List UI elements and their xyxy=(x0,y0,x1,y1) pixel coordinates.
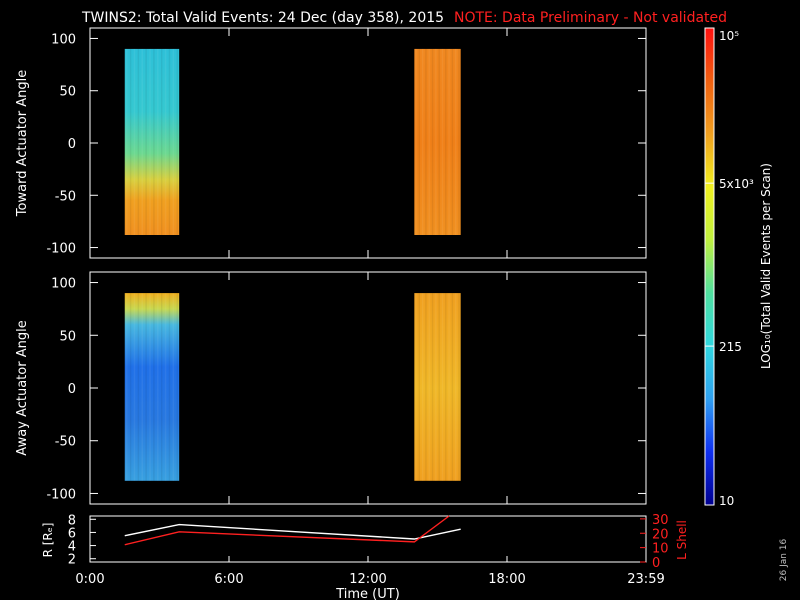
y-tick-label-right: 30 xyxy=(652,513,669,528)
panel-bottom-ylabel-left: R [Rₑ] xyxy=(41,523,55,558)
y-tick-label: -100 xyxy=(46,242,76,257)
panel-top-ylabel: Toward Actuator Angle xyxy=(15,70,30,217)
colorbar-tick-label: 10 xyxy=(719,494,734,508)
colorbar-gradient xyxy=(704,27,715,506)
panel-top: 100 50 0 -50 -100 Toward Actuator Angle xyxy=(15,27,647,259)
panel-middle-data xyxy=(124,293,461,481)
y-tick-label: 0 xyxy=(68,137,76,152)
y-tick-label: 50 xyxy=(59,85,76,100)
x-tick-label: 12:00 xyxy=(349,572,386,587)
heatmap-block-middle-1 xyxy=(414,293,461,481)
panel-top-axes: 100 50 0 -50 -100 xyxy=(46,28,647,258)
y-tick-label-right: 20 xyxy=(652,527,669,542)
colorbar-tick-label: 5x10³ xyxy=(719,177,754,191)
x-tick-label: 6:00 xyxy=(214,572,243,587)
colorbar: 10 215 5x10³ 10⁵ LOG₁₀(Total Valid Events p… xyxy=(704,27,773,508)
y-tick-label-right: 10 xyxy=(652,542,669,557)
y-tick-label: 100 xyxy=(51,277,76,292)
y-tick-label: -100 xyxy=(46,487,76,502)
panel-middle-ylabel: Away Actuator Angle xyxy=(15,320,30,455)
y-tick-label: -50 xyxy=(55,435,76,450)
preliminary-note: NOTE: Data Preliminary - Not validated xyxy=(454,10,727,26)
date-stamp: 26 Jan 16 xyxy=(779,538,789,581)
series-line-right xyxy=(124,515,450,546)
colorbar-ticks: 10 215 5x10³ 10⁵ xyxy=(705,27,754,508)
y-tick-label-left: 8 xyxy=(68,513,76,528)
x-tick-label: 23:59 xyxy=(627,572,664,587)
y-tick-label-left: 2 xyxy=(68,553,76,568)
heatmap-block-top-0 xyxy=(124,48,180,236)
series-line-left xyxy=(124,523,461,540)
panel-bottom-data xyxy=(124,515,461,546)
colorbar-tick-label: 10⁵ xyxy=(719,29,739,43)
x-axis-label: Time (UT) xyxy=(335,587,400,600)
y-tick-label: 0 xyxy=(68,382,76,397)
panel-middle-axes: 100 50 0 -50 -100 xyxy=(46,272,647,504)
y-tick-label-left: 4 xyxy=(68,540,76,555)
colorbar-label: LOG₁₀(Total Valid Events per Scan) xyxy=(759,163,773,369)
x-tick-label: 18:00 xyxy=(488,572,525,587)
x-tick-label: 0:00 xyxy=(75,572,104,587)
y-tick-label-right: 0 xyxy=(652,556,660,571)
plot-title: TWINS2: Total Valid Events: 24 Dec (day … xyxy=(81,10,444,26)
y-tick-label: -50 xyxy=(55,189,76,204)
heatmap-block-middle-0 xyxy=(124,293,180,481)
y-tick-label: 100 xyxy=(51,32,76,47)
y-tick-label: 50 xyxy=(59,329,76,344)
panel-top-data xyxy=(124,48,461,236)
panel-bottom-ylabel-right: L Shell xyxy=(675,520,689,560)
heatmap-block-top-1 xyxy=(414,48,461,236)
panel-middle: 100 50 0 -50 -100 Away Actuator Angle xyxy=(15,271,647,505)
y-tick-label-left: 6 xyxy=(68,526,76,541)
colorbar-tick-label: 215 xyxy=(719,340,742,354)
